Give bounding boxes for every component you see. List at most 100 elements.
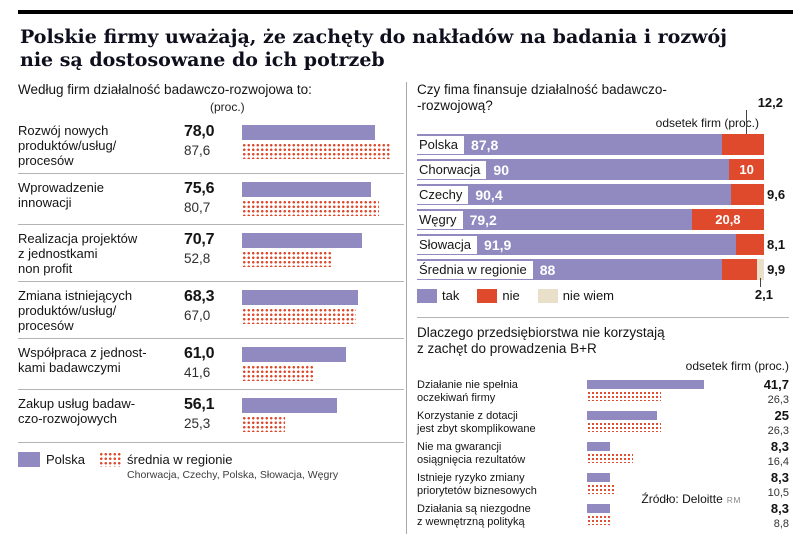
country-label: Średnia w regionie <box>417 260 533 279</box>
polska-bar <box>242 233 363 248</box>
polska-value: 78,0 <box>184 123 215 140</box>
content-columns: Według firm działalność badawczo-rozwojo… <box>18 82 793 534</box>
headline-line2: nie są dostosowane do ich potrzeb <box>20 49 385 71</box>
legend-label-region: średnia w regionie <box>127 452 233 467</box>
country-label: Polska <box>417 135 465 154</box>
niewiem-swatch <box>537 288 558 303</box>
category-label: Zmiana istniejących produktów/usług/ pro… <box>18 288 133 333</box>
legend-item-tak: tak <box>417 288 459 303</box>
region-bar <box>587 391 661 401</box>
region-bar <box>587 515 612 525</box>
tak-segment: Polska 87,8 <box>417 134 722 155</box>
reason-row: Działanie nie spełnia oczekiwań firmy 41,… <box>417 378 789 406</box>
nie-value: 9,9 <box>767 262 786 277</box>
financing-row: Chorwacja 90 10 <box>417 159 789 180</box>
nie-value: 9,6 <box>766 187 786 202</box>
value-pair: 8,3 16,4 <box>737 439 789 468</box>
bar-pair <box>587 441 737 468</box>
top-rule <box>18 10 793 14</box>
legend-item-niewiem: nie wiem <box>537 288 614 303</box>
financing-rows: Polska 87,8 Chorwacja 90 10 Czechy 90,4 9,6 Węgr… <box>417 134 789 280</box>
bar-pair <box>242 288 404 333</box>
legend-financing: tak nie nie wiem <box>417 288 789 303</box>
value-pair: 78,0 87,6 <box>184 123 242 168</box>
polska-bar <box>242 347 346 362</box>
headline: Polskie firmy uważają, że zachęty do nak… <box>20 26 793 72</box>
rd-activity-row: Wprowadzenie innowacji 75,6 80,7 <box>18 173 404 224</box>
region-bar <box>587 453 633 463</box>
chart-title-activities: Według firm działalność badawczo-rozwojo… <box>18 82 312 97</box>
value-pair: 8,3 8,8 <box>737 501 789 530</box>
tak-segment: Chorwacja 90 <box>417 159 730 180</box>
bar-pair <box>242 123 404 168</box>
rd-activity-row: Zakup usług badaw- czo-rozwojowych 56,1 25… <box>18 389 404 440</box>
country-label: Czechy <box>417 185 469 204</box>
right-column: Czy fima finansuje działalność badawczo-… <box>417 82 789 534</box>
legend-label-tak: tak <box>442 288 460 303</box>
value-pair: 56,1 25,3 <box>184 396 242 435</box>
bar-pair <box>242 231 404 276</box>
panel-rd-activities: Według firm działalność badawczo-rozwojo… <box>18 82 404 534</box>
country-label: Chorwacja <box>417 160 487 179</box>
polska-value: 56,1 <box>184 396 215 413</box>
tak-segment: Węgry 79,2 <box>417 209 692 230</box>
polska-bar <box>587 473 611 482</box>
legend-label-nie: nie <box>502 288 520 303</box>
region-bar <box>242 143 391 159</box>
bar-pair <box>587 472 737 499</box>
polska-value: 8,3 <box>770 501 789 516</box>
legend-item-region: średnia w regionie Chorwacja, Czechy, Po… <box>99 452 338 481</box>
value-pair: 75,6 80,7 <box>184 180 242 219</box>
category-label: Realizacja projektów z jednostkami non p… <box>18 231 138 276</box>
bar-pair <box>587 503 737 530</box>
value-pair: 70,7 52,8 <box>184 231 242 276</box>
polska-value: 8,3 <box>770 439 789 454</box>
bar-pair <box>242 180 404 219</box>
rd-activity-row: Współpraca z jednost- kami badawczymi 61,… <box>18 338 404 389</box>
reason-label: Istnieje ryzyko zmiany priorytetów bizne… <box>417 472 537 497</box>
tak-value: 91,9 <box>484 236 512 253</box>
headline-line1: Polskie firmy uważają, że zachęty do nak… <box>20 26 728 48</box>
tak-segment: Słowacja 91,9 <box>417 234 736 255</box>
bar-pair <box>242 396 404 435</box>
reason-label: Działanie nie spełnia oczekiwań firmy <box>417 379 518 404</box>
infographic-page: Polskie firmy uważają, że zachęty do nak… <box>18 10 793 534</box>
polska-bar <box>587 504 611 513</box>
polska-value: 70,7 <box>184 231 215 248</box>
region-bar <box>242 416 285 432</box>
reasons-rows: Działanie nie spełnia oczekiwań firmy 41,… <box>417 378 789 530</box>
country-label: Słowacja <box>417 235 478 254</box>
unit-label-activities: (proc.) <box>210 100 245 114</box>
value-pair: 8,3 10,5 <box>737 471 789 499</box>
tak-value: 79,2 <box>469 211 497 228</box>
polska-value: 61,0 <box>184 345 215 362</box>
financing-row: Czechy 90,4 9,6 <box>417 184 789 205</box>
nie-segment <box>722 259 757 280</box>
region-bar <box>242 200 380 216</box>
value-pair: 25 26,3 <box>737 408 789 437</box>
panel-reasons: Dlaczego przedsiębiorstwa nie korzystają… <box>417 317 789 530</box>
reason-label: Działania są niezgodne z wewnętrzną poli… <box>417 503 531 528</box>
legend-item-polska: Polska <box>18 452 85 481</box>
region-value: 16,4 <box>767 456 789 468</box>
region-bar <box>242 308 356 324</box>
annotation-polska-nie: 12,2 <box>757 95 783 110</box>
tak-value: 90 <box>493 161 509 178</box>
reason-row: Działania są niezgodne z wewnętrzną poli… <box>417 501 789 530</box>
polska-value: 68,3 <box>184 288 215 305</box>
rd-activity-row: Zmiana istniejących produktów/usług/ pro… <box>18 281 404 338</box>
nie-value: 10 <box>739 162 754 177</box>
polska-bar <box>587 411 657 420</box>
reason-row: Korzystanie z dotacji jest zbyt skomplik… <box>417 408 789 437</box>
region-value: 10,5 <box>767 487 789 499</box>
region-value: 8,8 <box>773 518 789 530</box>
annotation-line-bottom <box>760 278 761 287</box>
nie-wiem-segment <box>756 259 765 280</box>
region-value: 26,3 <box>767 425 789 437</box>
activities-rows: Rozwój nowych produktów/usług/ procesów 7… <box>18 117 404 440</box>
category-label: Zakup usług badaw- czo-rozwojowych <box>18 396 136 426</box>
financing-row: Węgry 79,2 20,8 <box>417 209 789 230</box>
column-divider <box>406 82 407 534</box>
polska-value: 25 <box>774 408 789 423</box>
bar-pair <box>242 345 404 384</box>
